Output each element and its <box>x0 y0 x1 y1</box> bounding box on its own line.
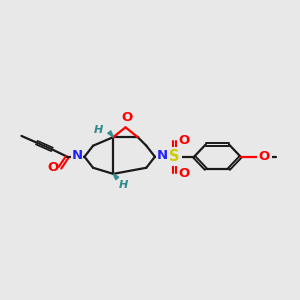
Text: O: O <box>47 161 58 174</box>
Text: O: O <box>122 111 133 124</box>
Text: S: S <box>169 149 180 164</box>
Text: H: H <box>94 125 103 135</box>
Text: O: O <box>179 167 190 180</box>
Text: O: O <box>179 134 190 147</box>
Text: H: H <box>119 180 128 190</box>
Text: O: O <box>259 150 270 163</box>
Text: N: N <box>157 149 168 162</box>
Text: N: N <box>71 149 83 162</box>
